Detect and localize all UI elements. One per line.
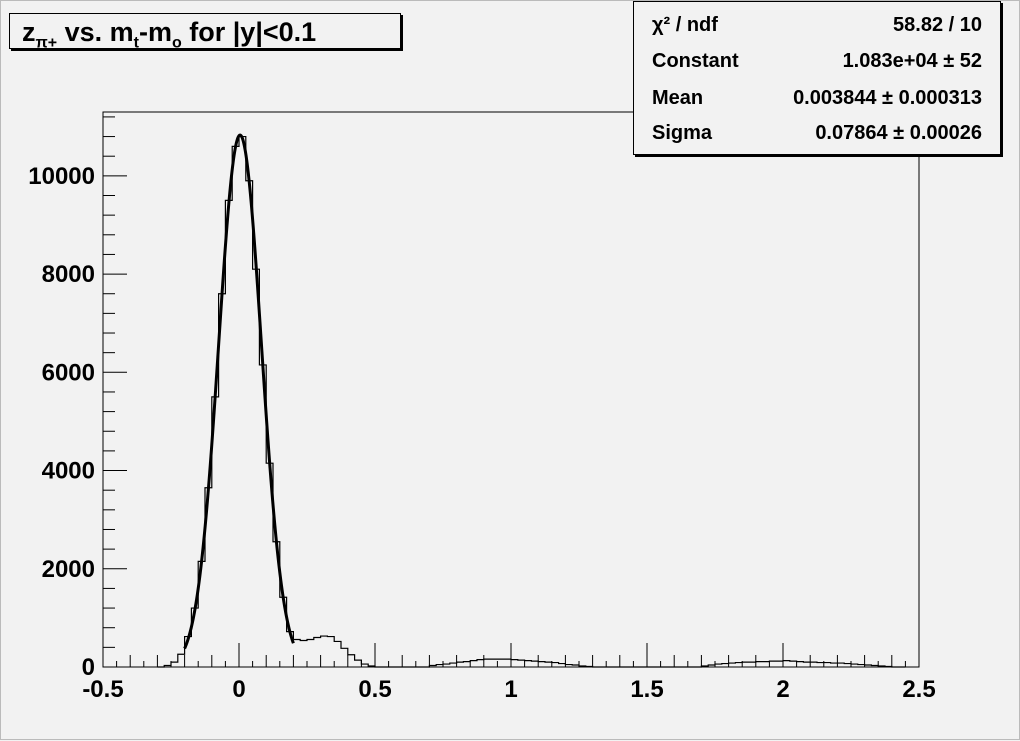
x-tick-label: 1	[504, 676, 517, 703]
y-tick-label: 10000	[28, 163, 95, 190]
stats-value: 0.07864 ± 0.00026	[815, 122, 982, 145]
x-tick-label: 2.5	[902, 676, 935, 703]
stats-key: Constant	[652, 50, 739, 73]
y-tick-label: 4000	[42, 458, 95, 485]
stats-value: 1.083e+04 ± 52	[843, 50, 982, 73]
title-text: for |y|<0.1	[182, 17, 316, 47]
y-tick-label: 8000	[42, 261, 95, 288]
x-tick-label: 1.5	[630, 676, 663, 703]
title-text: π+	[36, 34, 58, 51]
x-tick-label: 2	[776, 676, 789, 703]
y-tick-label: 6000	[42, 359, 95, 386]
stats-box: χ² / ndf 58.82 / 10 Constant 1.083e+04 ± 5…	[633, 1, 1001, 155]
title-text: -m	[139, 17, 172, 47]
y-tick-label: 2000	[42, 556, 95, 583]
stats-value: 58.82 / 10	[893, 14, 982, 37]
stats-key: Mean	[652, 87, 703, 110]
stats-row-constant: Constant 1.083e+04 ± 52	[652, 50, 982, 80]
stats-row-chi2: χ² / ndf 58.82 / 10	[652, 14, 982, 44]
stats-value: 0.003844 ± 0.000313	[793, 87, 982, 110]
y-tick-label: 0	[82, 654, 95, 681]
title-text: vs. m	[57, 17, 134, 47]
stats-row-sigma: Sigma 0.07864 ± 0.00026	[652, 122, 982, 152]
stats-key: χ² / ndf	[652, 14, 718, 37]
x-tick-label: 0.5	[358, 676, 391, 703]
x-tick-label: 0	[232, 676, 245, 703]
title-text: z	[22, 17, 36, 47]
stats-key: Sigma	[652, 122, 712, 145]
title-text: o	[172, 34, 182, 51]
plot-frame	[103, 112, 919, 667]
stats-row-mean: Mean 0.003844 ± 0.000313	[652, 87, 982, 117]
chart-title: zπ+ vs. mt-mo for |y|<0.1	[9, 13, 401, 49]
